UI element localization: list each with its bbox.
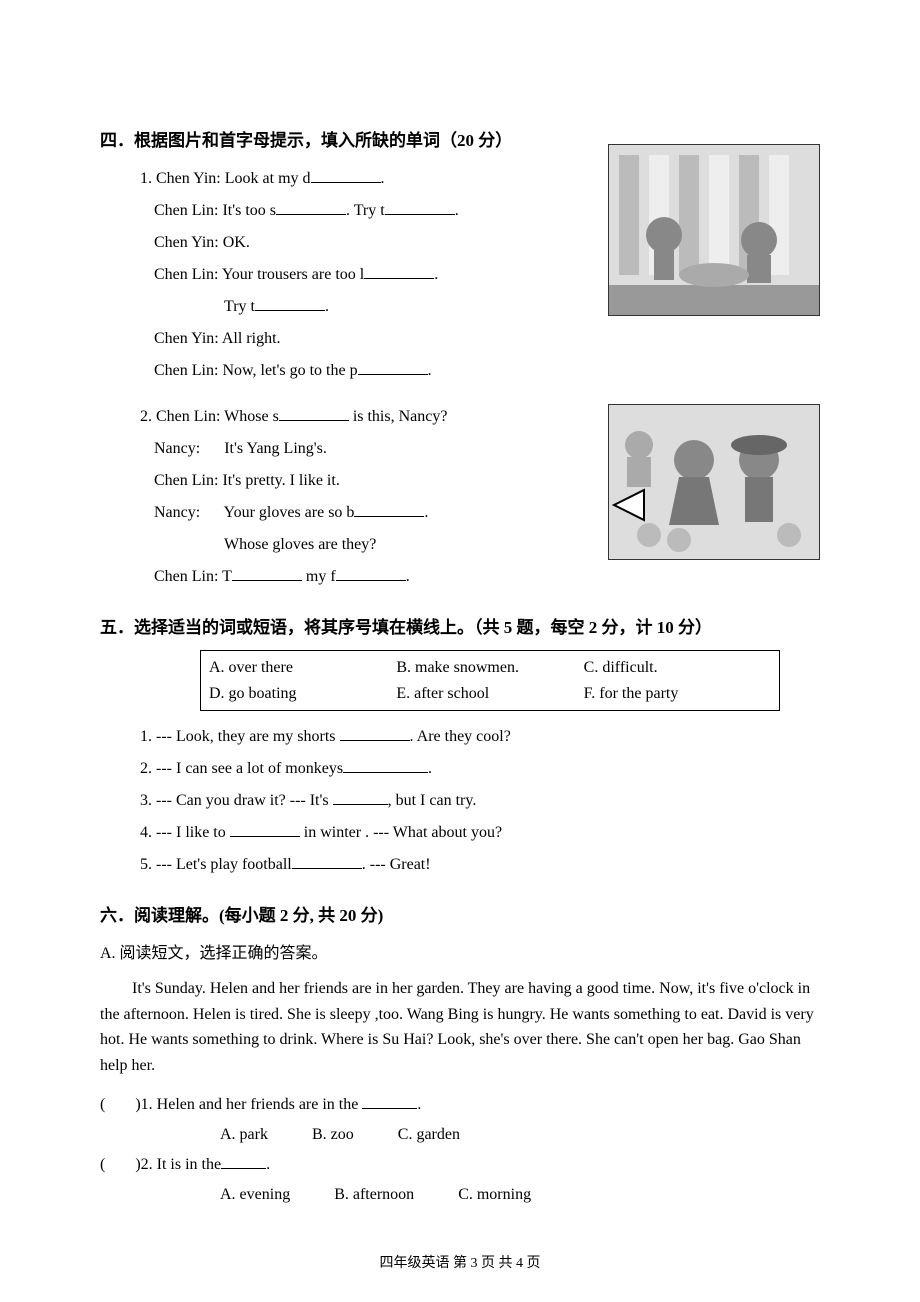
worksheet-page: 四．根据图片和首字母提示，填入所缺的单词（20 分） 1. Chen Yin: … xyxy=(0,0,920,1302)
blank[interactable] xyxy=(336,564,406,581)
s5-q3a: 3. --- Can you draw it? --- It's xyxy=(140,792,333,809)
blank[interactable] xyxy=(279,404,349,421)
blank[interactable] xyxy=(364,262,434,279)
s5-q1a: 1. --- Look, they are my shorts xyxy=(140,728,340,745)
s5-q4b: in winter . --- What about you? xyxy=(300,824,502,841)
blank[interactable] xyxy=(292,852,362,869)
opt-b: B. make snowmen. xyxy=(396,655,583,681)
illustration-2 xyxy=(608,404,820,560)
s5-q5: 5. --- Let's play football . --- Great! xyxy=(140,849,820,881)
d1-l7: Chen Lin: Now, let's go to the p. xyxy=(154,355,820,387)
section5-title: 五．选择适当的词或短语，将其序号填在横线上。（共 5 题，每空 2 分，计 10… xyxy=(100,613,820,638)
blank[interactable] xyxy=(385,198,455,215)
s6-q2-stem: )2. It is in the xyxy=(135,1156,221,1173)
section6-sub: A. 阅读短文，选择正确的答案。 xyxy=(100,938,820,970)
s6-q1-a: A. park xyxy=(220,1126,268,1143)
s5-q1: 1. --- Look, they are my shorts . Are th… xyxy=(140,721,820,753)
d2-l6b: my f xyxy=(302,568,336,585)
blank[interactable] xyxy=(362,1092,417,1109)
page-footer: 四年级英语 第 3 页 共 4 页 xyxy=(0,1252,920,1272)
blank[interactable] xyxy=(358,358,428,375)
d2-l1a: 2. Chen Lin: Whose s xyxy=(140,408,279,425)
d1-l2a: Chen Lin: It's too s xyxy=(154,202,276,219)
s5-q5b: . --- Great! xyxy=(362,856,431,873)
illustration-1 xyxy=(608,144,820,316)
d1-l4-text: Chen Lin: Your trousers are too l xyxy=(154,266,364,283)
s6-q2-a: A. evening xyxy=(220,1186,290,1203)
d1-l5-text: Try t xyxy=(224,298,255,315)
s5-q3: 3. --- Can you draw it? --- It's , but I… xyxy=(140,785,820,817)
blank[interactable] xyxy=(232,564,302,581)
s6-q1-stem: )1. Helen and her friends are in the xyxy=(135,1096,362,1113)
opt-c: C. difficult. xyxy=(584,655,771,681)
s5-q1b: . Are they cool? xyxy=(410,728,511,745)
options-box: A. over there B. make snowmen. C. diffic… xyxy=(200,650,780,711)
s5-q3b: , but I can try. xyxy=(388,792,477,809)
d2-l1b: is this, Nancy? xyxy=(349,408,448,425)
opt-f: F. for the party xyxy=(584,681,771,707)
s6-q1: ()1. Helen and her friends are in the . xyxy=(100,1089,820,1121)
s5-q2-text: 2. --- I can see a lot of monkeys xyxy=(140,760,343,777)
s6-q2-opts: A. evening B. afternoon C. morning xyxy=(220,1181,820,1210)
s6-q1-c: C. garden xyxy=(398,1126,460,1143)
opt-a: A. over there xyxy=(209,655,396,681)
d1-l6: Chen Yin: All right. xyxy=(154,323,820,355)
blank[interactable] xyxy=(340,724,410,741)
d2-l6: Chen Lin: T my f. xyxy=(154,561,820,593)
blank[interactable] xyxy=(230,820,300,837)
blank[interactable] xyxy=(354,500,424,517)
s6-q1-opts: A. park B. zoo C. garden xyxy=(220,1121,820,1150)
s5-q4a: 4. --- I like to xyxy=(140,824,230,841)
opt-e: E. after school xyxy=(396,681,583,707)
passage: It's Sunday. Helen and her friends are i… xyxy=(100,976,820,1078)
s5-q5a: 5. --- Let's play football xyxy=(140,856,292,873)
blank[interactable] xyxy=(311,166,381,183)
d2-l4-text: Nancy: Your gloves are so b xyxy=(154,504,354,521)
d1-l2b: . Try t xyxy=(346,202,385,219)
section5-questions: 1. --- Look, they are my shorts . Are th… xyxy=(140,721,820,881)
d2-l6a: Chen Lin: T xyxy=(154,568,232,585)
section6-title: 六．阅读理解。(每小题 2 分, 共 20 分) xyxy=(100,901,820,926)
s6-q1-b: B. zoo xyxy=(312,1126,354,1143)
s6-q2-c: C. morning xyxy=(458,1186,531,1203)
d1-l1-text: 1. Chen Yin: Look at my d xyxy=(140,170,311,187)
s5-q4: 4. --- I like to in winter . --- What ab… xyxy=(140,817,820,849)
blank[interactable] xyxy=(333,788,388,805)
blank[interactable] xyxy=(221,1152,266,1169)
opt-d: D. go boating xyxy=(209,681,396,707)
blank[interactable] xyxy=(276,198,346,215)
blank[interactable] xyxy=(255,294,325,311)
s5-q2: 2. --- I can see a lot of monkeys. xyxy=(140,753,820,785)
d1-l7-text: Chen Lin: Now, let's go to the p xyxy=(154,362,358,379)
s6-q2: ()2. It is in the. xyxy=(100,1149,820,1181)
blank[interactable] xyxy=(343,756,428,773)
s6-q2-b: B. afternoon xyxy=(334,1186,414,1203)
